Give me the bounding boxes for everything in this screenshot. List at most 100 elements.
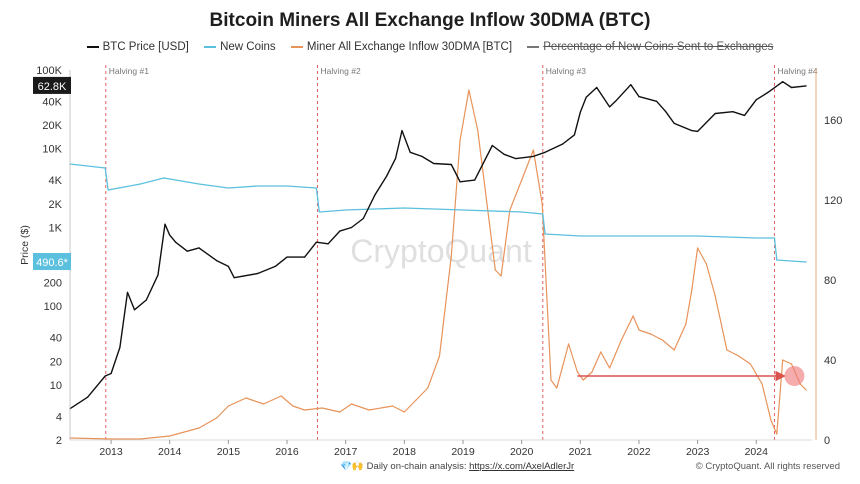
- data-point-btc-price: [164, 223, 166, 225]
- x-tick-label: 2019: [451, 446, 475, 458]
- data-point-btc-price: [87, 396, 89, 398]
- data-point-miner-inflow: [556, 387, 558, 389]
- data-point-miner-inflow: [582, 379, 584, 381]
- legend: BTC Price [USD] New Coins Miner All Exch…: [0, 41, 860, 53]
- data-point-miner-inflow: [227, 405, 229, 407]
- data-point-new-coins: [104, 167, 106, 169]
- data-point-miner-inflow: [638, 329, 640, 331]
- y-right-tick-label: 0: [824, 435, 830, 447]
- data-point-new-coins: [286, 185, 288, 187]
- annotation-highlight-circle: [784, 366, 805, 386]
- data-point-miner-inflow: [292, 405, 294, 407]
- legend-item-new-coins-percentage[interactable]: Percentage of New Coins Sent to Exchange…: [527, 41, 773, 53]
- y-left-tick-label: 40K: [42, 96, 62, 108]
- legend-label-new-coins-percentage: Percentage of New Coins Sent to Exchange…: [543, 41, 774, 53]
- data-point-miner-inflow: [673, 349, 675, 351]
- data-point-btc-price: [409, 151, 411, 153]
- y-left-tick-label: 10K: [42, 144, 62, 156]
- data-point-miner-inflow: [415, 399, 417, 401]
- footer-link[interactable]: https://x.com/AxelAdlerJr: [469, 461, 575, 472]
- data-point-btc-price: [227, 265, 229, 267]
- y-right-tick-label: 120: [824, 195, 842, 207]
- y-left-tick-label: 40: [50, 333, 62, 345]
- legend-label-new-coins: New Coins: [220, 41, 276, 53]
- x-tick-label: 2021: [569, 446, 593, 458]
- data-point-btc-price: [585, 96, 587, 98]
- data-point-new-coins: [345, 209, 347, 211]
- data-point-new-coins: [462, 209, 464, 211]
- data-point-new-coins: [755, 237, 757, 239]
- data-point-miner-inflow: [738, 355, 740, 357]
- data-point-btc-price: [697, 130, 699, 132]
- data-point-miner-inflow: [110, 438, 112, 440]
- data-point-miner-inflow: [697, 247, 699, 249]
- data-point-btc-price: [339, 230, 341, 232]
- data-point-miner-inflow: [714, 295, 716, 297]
- x-tick-label: 2024: [745, 446, 769, 458]
- data-point-new-coins: [403, 207, 405, 209]
- data-point-btc-price: [714, 112, 716, 115]
- x-tick-label: 2016: [275, 446, 299, 458]
- data-point-miner-inflow: [568, 343, 570, 345]
- data-point-miner-inflow: [550, 379, 552, 381]
- data-point-miner-inflow: [600, 351, 602, 353]
- data-point-miner-inflow: [770, 419, 772, 421]
- data-point-miner-inflow: [500, 275, 502, 277]
- data-point-btc-price: [394, 158, 397, 160]
- data-point-miner-inflow: [321, 407, 323, 409]
- data-point-miner-inflow: [494, 269, 496, 271]
- data-point-miner-inflow: [749, 363, 752, 365]
- data-point-miner-inflow: [169, 435, 171, 437]
- y-left-tick-label: 2: [56, 435, 62, 447]
- data-point-new-coins: [139, 183, 141, 185]
- data-point-new-coins: [544, 233, 546, 235]
- data-point-btc-price: [257, 272, 259, 275]
- y-left-tick-label: 20K: [42, 120, 62, 132]
- y-left-tick-label: 2K: [49, 199, 63, 211]
- data-point-btc-price: [133, 309, 136, 311]
- data-point-btc-price: [491, 144, 493, 147]
- data-point-miner-inflow: [790, 363, 793, 365]
- data-point-btc-price: [386, 175, 388, 177]
- data-point-miner-inflow: [776, 433, 778, 435]
- data-point-miner-inflow: [304, 409, 306, 411]
- data-point-new-coins: [542, 213, 544, 215]
- data-point-btc-price: [198, 247, 200, 249]
- data-point-miner-inflow: [782, 359, 784, 361]
- data-point-new-coins: [697, 235, 699, 237]
- data-point-btc-price: [216, 260, 218, 262]
- data-point-btc-price: [459, 181, 461, 183]
- data-point-btc-price: [421, 155, 423, 157]
- data-point-btc-price: [450, 163, 452, 166]
- halving-label-2: Halving #2: [321, 66, 361, 76]
- data-point-btc-price: [274, 265, 276, 267]
- x-tick-label: 2020: [510, 446, 534, 458]
- data-point-btc-price: [630, 84, 632, 86]
- data-point-miner-inflow: [216, 417, 218, 419]
- y-right-tick-label: 40: [824, 355, 836, 367]
- data-point-miner-inflow: [403, 411, 405, 413]
- data-point-miner-inflow: [438, 355, 441, 357]
- data-point-miner-inflow: [427, 387, 429, 389]
- series-line-new-coins: [69, 163, 807, 263]
- data-point-miner-inflow: [609, 367, 611, 369]
- legend-item-miner-inflow[interactable]: Miner All Exchange Inflow 30DMA [BTC]: [290, 41, 512, 53]
- legend-swatch-btc-price: [86, 45, 99, 48]
- data-point-btc-price: [515, 158, 517, 160]
- current-price-badge: [33, 76, 71, 94]
- data-point-miner-inflow: [726, 349, 728, 351]
- legend-item-new-coins[interactable]: New Coins: [204, 41, 276, 53]
- data-point-btc-price: [401, 130, 403, 132]
- data-point-btc-price: [743, 114, 746, 116]
- data-point-btc-price: [638, 96, 640, 98]
- y-left-tick-label: 4K: [49, 175, 63, 187]
- data-point-miner-inflow: [521, 179, 523, 181]
- data-point-btc-price: [350, 226, 353, 229]
- legend-item-btc-price[interactable]: BTC Price [USD]: [86, 41, 189, 53]
- watermark: CryptoQuant: [350, 233, 532, 269]
- data-point-btc-price: [573, 134, 576, 136]
- data-point-miner-inflow: [661, 339, 664, 341]
- data-point-btc-price: [433, 162, 435, 165]
- data-point-miner-inflow: [541, 203, 543, 205]
